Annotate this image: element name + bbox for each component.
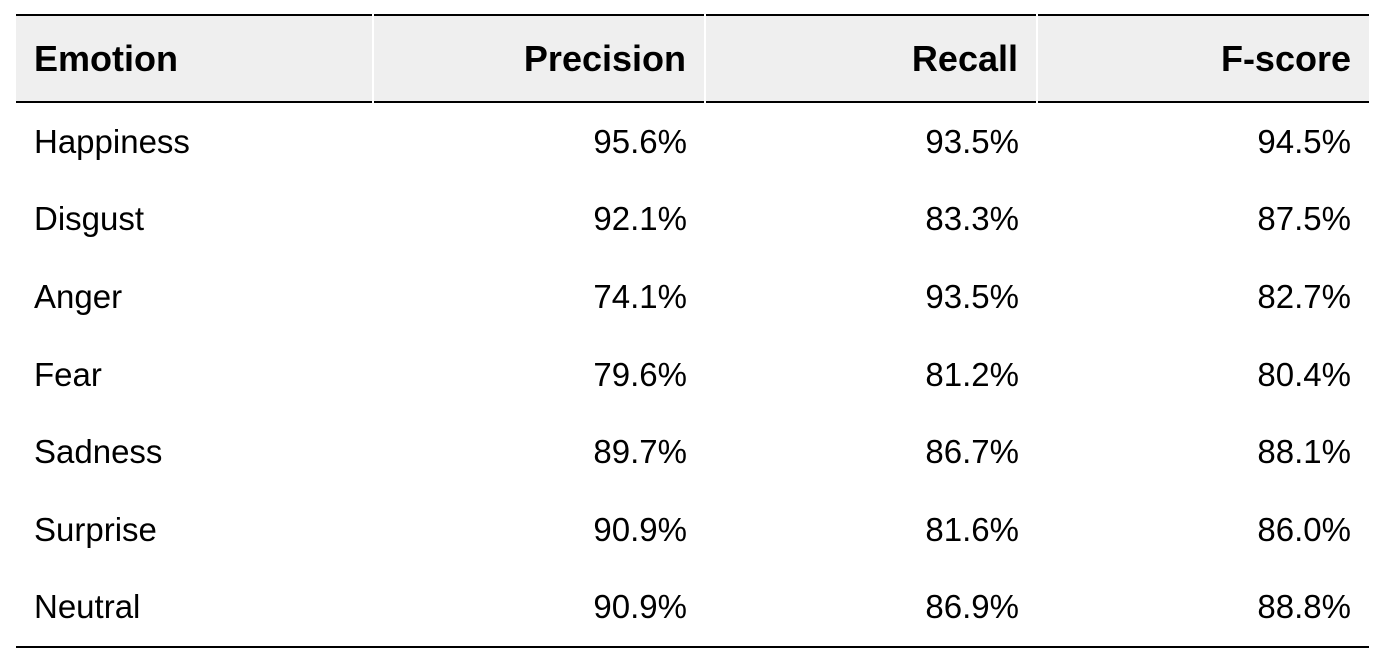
- header-row: Emotion Precision Recall F-score: [16, 15, 1369, 102]
- precision-cell: 95.6%: [593, 122, 687, 160]
- table-row: Disgust 92.1% 83.3% 87.5%: [16, 181, 1369, 259]
- recall-cell: 83.3%: [925, 200, 1019, 238]
- table-row: Surprise 90.9% 81.6% 86.0%: [16, 491, 1369, 569]
- table-row: Fear 79.6% 81.2% 80.4%: [16, 336, 1369, 414]
- precision-cell: 89.7%: [593, 433, 687, 471]
- emotion-metrics-table: Emotion Precision Recall F-score Happine…: [16, 14, 1369, 648]
- f-score-cell: 88.1%: [1257, 433, 1351, 471]
- f-score-cell: 88.8%: [1257, 588, 1351, 626]
- precision-cell: 92.1%: [593, 200, 687, 238]
- table-header: Emotion Precision Recall F-score: [16, 15, 1369, 102]
- emotion-cell: Neutral: [34, 588, 141, 626]
- f-score-cell: 87.5%: [1257, 200, 1351, 238]
- emotion-cell: Disgust: [34, 200, 145, 238]
- emotion-cell: Surprise: [34, 510, 157, 548]
- recall-cell: 86.7%: [925, 433, 1019, 471]
- precision-cell: 90.9%: [593, 510, 687, 548]
- emotion-cell: Sadness: [34, 433, 163, 471]
- table-row: Sadness 89.7% 86.7% 88.1%: [16, 413, 1369, 491]
- table-row: Anger 74.1% 93.5% 82.7%: [16, 258, 1369, 336]
- table-body: Happiness 95.6% 93.5% 94.5% Disgust 92.1…: [16, 102, 1369, 648]
- results-table-container: Emotion Precision Recall F-score Happine…: [16, 14, 1369, 648]
- precision-cell: 74.1%: [593, 277, 687, 315]
- precision-cell: 90.9%: [593, 588, 687, 626]
- emotion-cell: Anger: [34, 277, 123, 315]
- f-score-cell: 86.0%: [1257, 510, 1351, 548]
- header-emotion: Emotion: [34, 37, 178, 79]
- header-recall: Recall: [704, 15, 1037, 102]
- recall-cell: 86.9%: [925, 588, 1019, 626]
- recall-cell: 81.6%: [925, 510, 1019, 548]
- table-row: Neutral 90.9% 86.9% 88.8%: [16, 569, 1369, 648]
- header-precision: Precision: [372, 15, 705, 102]
- f-score-cell: 80.4%: [1257, 355, 1351, 393]
- recall-cell: 81.2%: [925, 355, 1019, 393]
- precision-cell: 79.6%: [593, 355, 687, 393]
- recall-cell: 93.5%: [925, 122, 1019, 160]
- header-f-score: F-score: [1036, 15, 1369, 102]
- table-row: Happiness 95.6% 93.5% 94.5%: [16, 102, 1369, 181]
- recall-cell: 93.5%: [925, 277, 1019, 315]
- f-score-cell: 82.7%: [1257, 277, 1351, 315]
- f-score-cell: 94.5%: [1257, 122, 1351, 160]
- emotion-cell: Fear: [34, 355, 102, 393]
- emotion-cell: Happiness: [34, 122, 190, 160]
